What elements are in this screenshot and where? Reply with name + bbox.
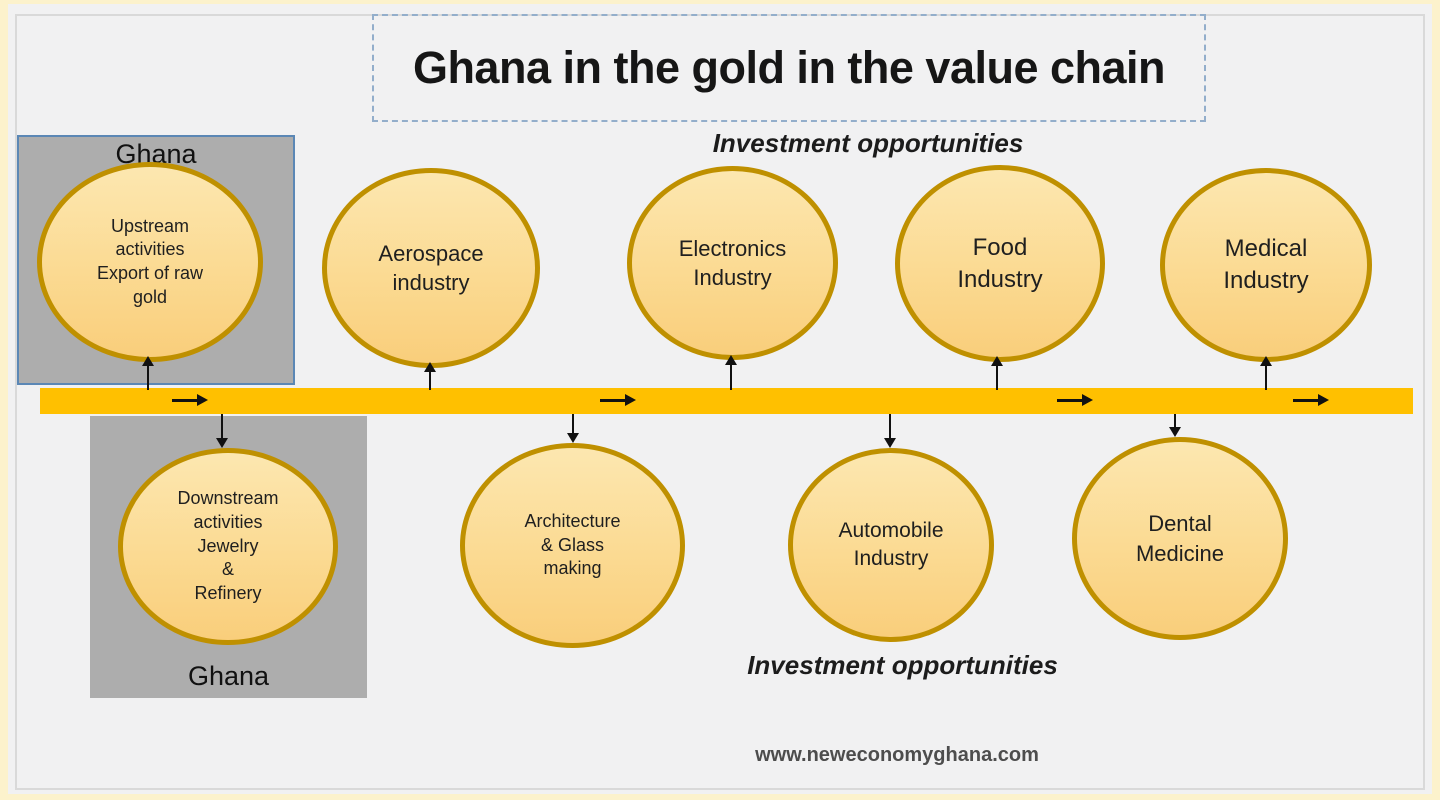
node-upstream-activities-label: Upstream activities Export of raw gold bbox=[96, 215, 204, 307]
connector-arrow-down-icon bbox=[884, 414, 896, 448]
node-automobile-industry: Automobile Industry bbox=[788, 448, 994, 642]
investment-opportunities-bottom-label: Investment opportunities bbox=[747, 650, 1058, 680]
connector-arrow-up-icon bbox=[424, 362, 436, 390]
node-automobile-industry-label: Automobile Industry bbox=[838, 519, 944, 570]
node-dental-medicine: Dental Medicine bbox=[1072, 437, 1288, 640]
connector-arrow-up-icon bbox=[991, 356, 1003, 390]
connector-arrow-down-icon bbox=[1169, 414, 1181, 437]
page-title: Ghana in the gold in the value chain bbox=[412, 42, 1166, 93]
node-upstream-activities: Upstream activities Export of raw gold bbox=[37, 162, 263, 362]
node-electronics-industry-label: Electronics Industry bbox=[678, 235, 787, 290]
connector-arrow-down-icon bbox=[216, 414, 228, 448]
title-box: Ghana in the gold in the value chain bbox=[372, 14, 1206, 122]
node-downstream-activities: Downstream activities Jewelry & Refinery bbox=[118, 448, 338, 645]
node-architecture-glass-making: Architecture & Glass making bbox=[460, 443, 685, 648]
flow-arrow-right-icon bbox=[172, 394, 208, 406]
ghana-bottom-label: Ghana bbox=[187, 661, 270, 691]
connector-arrow-up-icon bbox=[142, 356, 154, 390]
node-medical-industry: Medical Industry bbox=[1160, 168, 1372, 362]
node-aerospace-industry-label: Aerospace industry bbox=[378, 240, 484, 295]
value-chain-bar bbox=[40, 388, 1413, 414]
node-aerospace-industry: Aerospace industry bbox=[322, 168, 540, 368]
node-food-industry: Food Industry bbox=[895, 165, 1105, 362]
connector-arrow-down-icon bbox=[567, 414, 579, 443]
node-downstream-activities-label: Downstream activities Jewelry & Refinery bbox=[177, 488, 279, 604]
node-food-industry-label: Food Industry bbox=[957, 233, 1043, 293]
connector-arrow-up-icon bbox=[1260, 356, 1272, 390]
flow-arrow-right-icon bbox=[600, 394, 636, 406]
investment-opportunities-top-label: Investment opportunities bbox=[712, 128, 1024, 158]
node-dental-medicine-label: Dental Medicine bbox=[1135, 511, 1225, 566]
node-electronics-industry: Electronics Industry bbox=[627, 166, 838, 360]
connector-arrow-up-icon bbox=[725, 355, 737, 390]
website-footer: www.neweconomyghana.com bbox=[755, 744, 1039, 766]
node-architecture-glass-making-label: Architecture & Glass making bbox=[524, 510, 621, 579]
node-medical-industry-label: Medical Industry bbox=[1223, 235, 1309, 294]
flow-arrow-right-icon bbox=[1293, 394, 1329, 406]
flow-arrow-right-icon bbox=[1057, 394, 1093, 406]
